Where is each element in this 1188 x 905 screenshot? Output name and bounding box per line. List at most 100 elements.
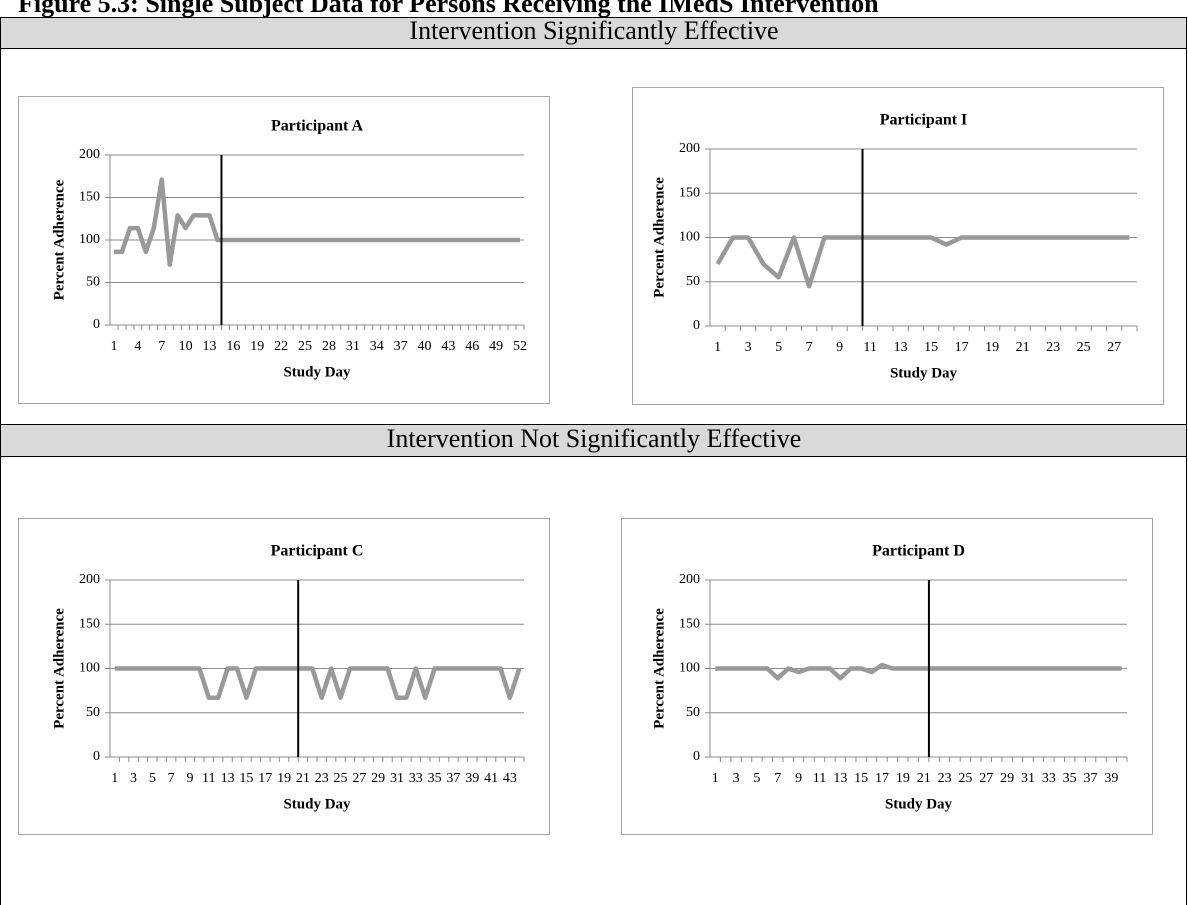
y-tick-label: 50 (686, 705, 700, 720)
x-tick-label: 3 (745, 340, 752, 355)
chart-title: Participant C (271, 543, 364, 560)
y-axis-label: Percent Adherence (651, 608, 667, 729)
section-title: Intervention Significantly Effective (409, 16, 778, 45)
x-tick-label: 37 (394, 339, 408, 354)
x-tick-label: 43 (503, 771, 517, 786)
y-tick-label: 100 (79, 232, 100, 247)
x-tick-label: 31 (1021, 771, 1035, 786)
x-tick-label: 15 (239, 771, 253, 786)
y-tick-label: 0 (93, 749, 100, 764)
data-line (113, 177, 521, 267)
x-tick-label: 37 (1084, 771, 1098, 786)
y-tick-label: 50 (686, 274, 700, 289)
x-tick-label: 23 (1046, 340, 1060, 355)
data-line (715, 662, 1122, 681)
x-tick-label: 31 (390, 771, 404, 786)
x-tick-label: 15 (854, 771, 868, 786)
x-tick-label: 1 (712, 771, 719, 786)
data-line (114, 666, 522, 700)
x-tick-label: 4 (134, 339, 141, 354)
x-tick-label: 7 (168, 771, 175, 786)
x-tick-label: 25 (334, 771, 348, 786)
x-tick-label: 28 (322, 339, 336, 354)
x-tick-label: 11 (863, 340, 876, 355)
x-tick-label: 23 (938, 771, 952, 786)
x-tick-label: 7 (806, 340, 813, 355)
x-tick-label: 7 (158, 339, 165, 354)
y-tick-label: 50 (86, 275, 100, 290)
x-tick-label: 9 (836, 340, 843, 355)
x-tick-label: 34 (370, 339, 384, 354)
x-tick-label: 22 (274, 339, 288, 354)
x-tick-label: 25 (1077, 340, 1091, 355)
x-tick-label: 19 (985, 340, 999, 355)
data-line (715, 235, 1130, 289)
x-tick-label: 17 (955, 340, 969, 355)
section-title: Intervention Not Significantly Effective (387, 424, 802, 453)
x-tick-label: 33 (409, 771, 423, 786)
x-tick-label: 19 (277, 771, 291, 786)
x-tick-label: 46 (465, 339, 479, 354)
x-tick-label: 52 (513, 339, 527, 354)
x-tick-label: 5 (149, 771, 156, 786)
x-tick-label: 13 (203, 339, 217, 354)
y-axis-label: Percent Adherence (651, 177, 667, 298)
x-tick-label: 17 (258, 771, 272, 786)
x-tick-label: 35 (1063, 771, 1077, 786)
x-tick-label: 9 (186, 771, 193, 786)
x-tick-label: 9 (795, 771, 802, 786)
y-axis-label: Percent Adherence (51, 179, 67, 300)
x-axis-label: Study Day (283, 364, 351, 380)
x-tick-label: 35 (428, 771, 442, 786)
x-axis-label: Study Day (283, 796, 351, 812)
x-tick-label: 1 (111, 771, 118, 786)
y-tick-label: 200 (79, 572, 100, 587)
y-tick-label: 100 (679, 230, 700, 245)
x-axis-label: Study Day (885, 796, 953, 812)
x-tick-label: 13 (894, 340, 908, 355)
x-tick-label: 21 (1016, 340, 1030, 355)
x-tick-label: 31 (346, 339, 360, 354)
x-tick-label: 29 (371, 771, 385, 786)
x-tick-label: 5 (753, 771, 760, 786)
y-tick-label: 100 (79, 661, 100, 676)
y-tick-label: 150 (79, 616, 100, 631)
x-tick-label: 43 (441, 339, 455, 354)
x-tick-label: 3 (130, 771, 137, 786)
y-tick-label: 50 (86, 705, 100, 720)
x-tick-label: 27 (979, 771, 993, 786)
y-tick-label: 0 (693, 318, 700, 333)
x-tick-label: 1 (714, 340, 721, 355)
chart-box (621, 518, 1153, 835)
x-tick-label: 23 (315, 771, 329, 786)
chart-title: Participant I (880, 112, 968, 129)
x-tick-label: 25 (298, 339, 312, 354)
chart-box (632, 87, 1164, 405)
x-tick-label: 3 (733, 771, 740, 786)
x-axis-label: Study Day (890, 365, 958, 381)
x-tick-label: 1 (110, 339, 117, 354)
x-tick-label: 7 (774, 771, 781, 786)
y-tick-label: 150 (79, 190, 100, 205)
y-tick-label: 0 (693, 749, 700, 764)
x-tick-label: 27 (352, 771, 366, 786)
chart-title: Participant A (271, 118, 363, 135)
x-tick-label: 40 (417, 339, 431, 354)
x-tick-label: 39 (1104, 771, 1118, 786)
x-tick-label: 11 (202, 771, 215, 786)
x-tick-label: 25 (958, 771, 972, 786)
x-tick-label: 13 (833, 771, 847, 786)
x-tick-label: 29 (1000, 771, 1014, 786)
chart-box (18, 518, 550, 835)
x-tick-label: 15 (924, 340, 938, 355)
x-tick-label: 5 (775, 340, 782, 355)
x-tick-label: 17 (875, 771, 889, 786)
x-tick-label: 13 (221, 771, 235, 786)
x-tick-label: 10 (179, 339, 193, 354)
y-axis-label: Percent Adherence (51, 608, 67, 729)
y-tick-label: 150 (679, 616, 700, 631)
y-tick-label: 100 (679, 661, 700, 676)
figure-title: Figure 5.3: Single Subject Data for Pers… (18, 0, 879, 18)
